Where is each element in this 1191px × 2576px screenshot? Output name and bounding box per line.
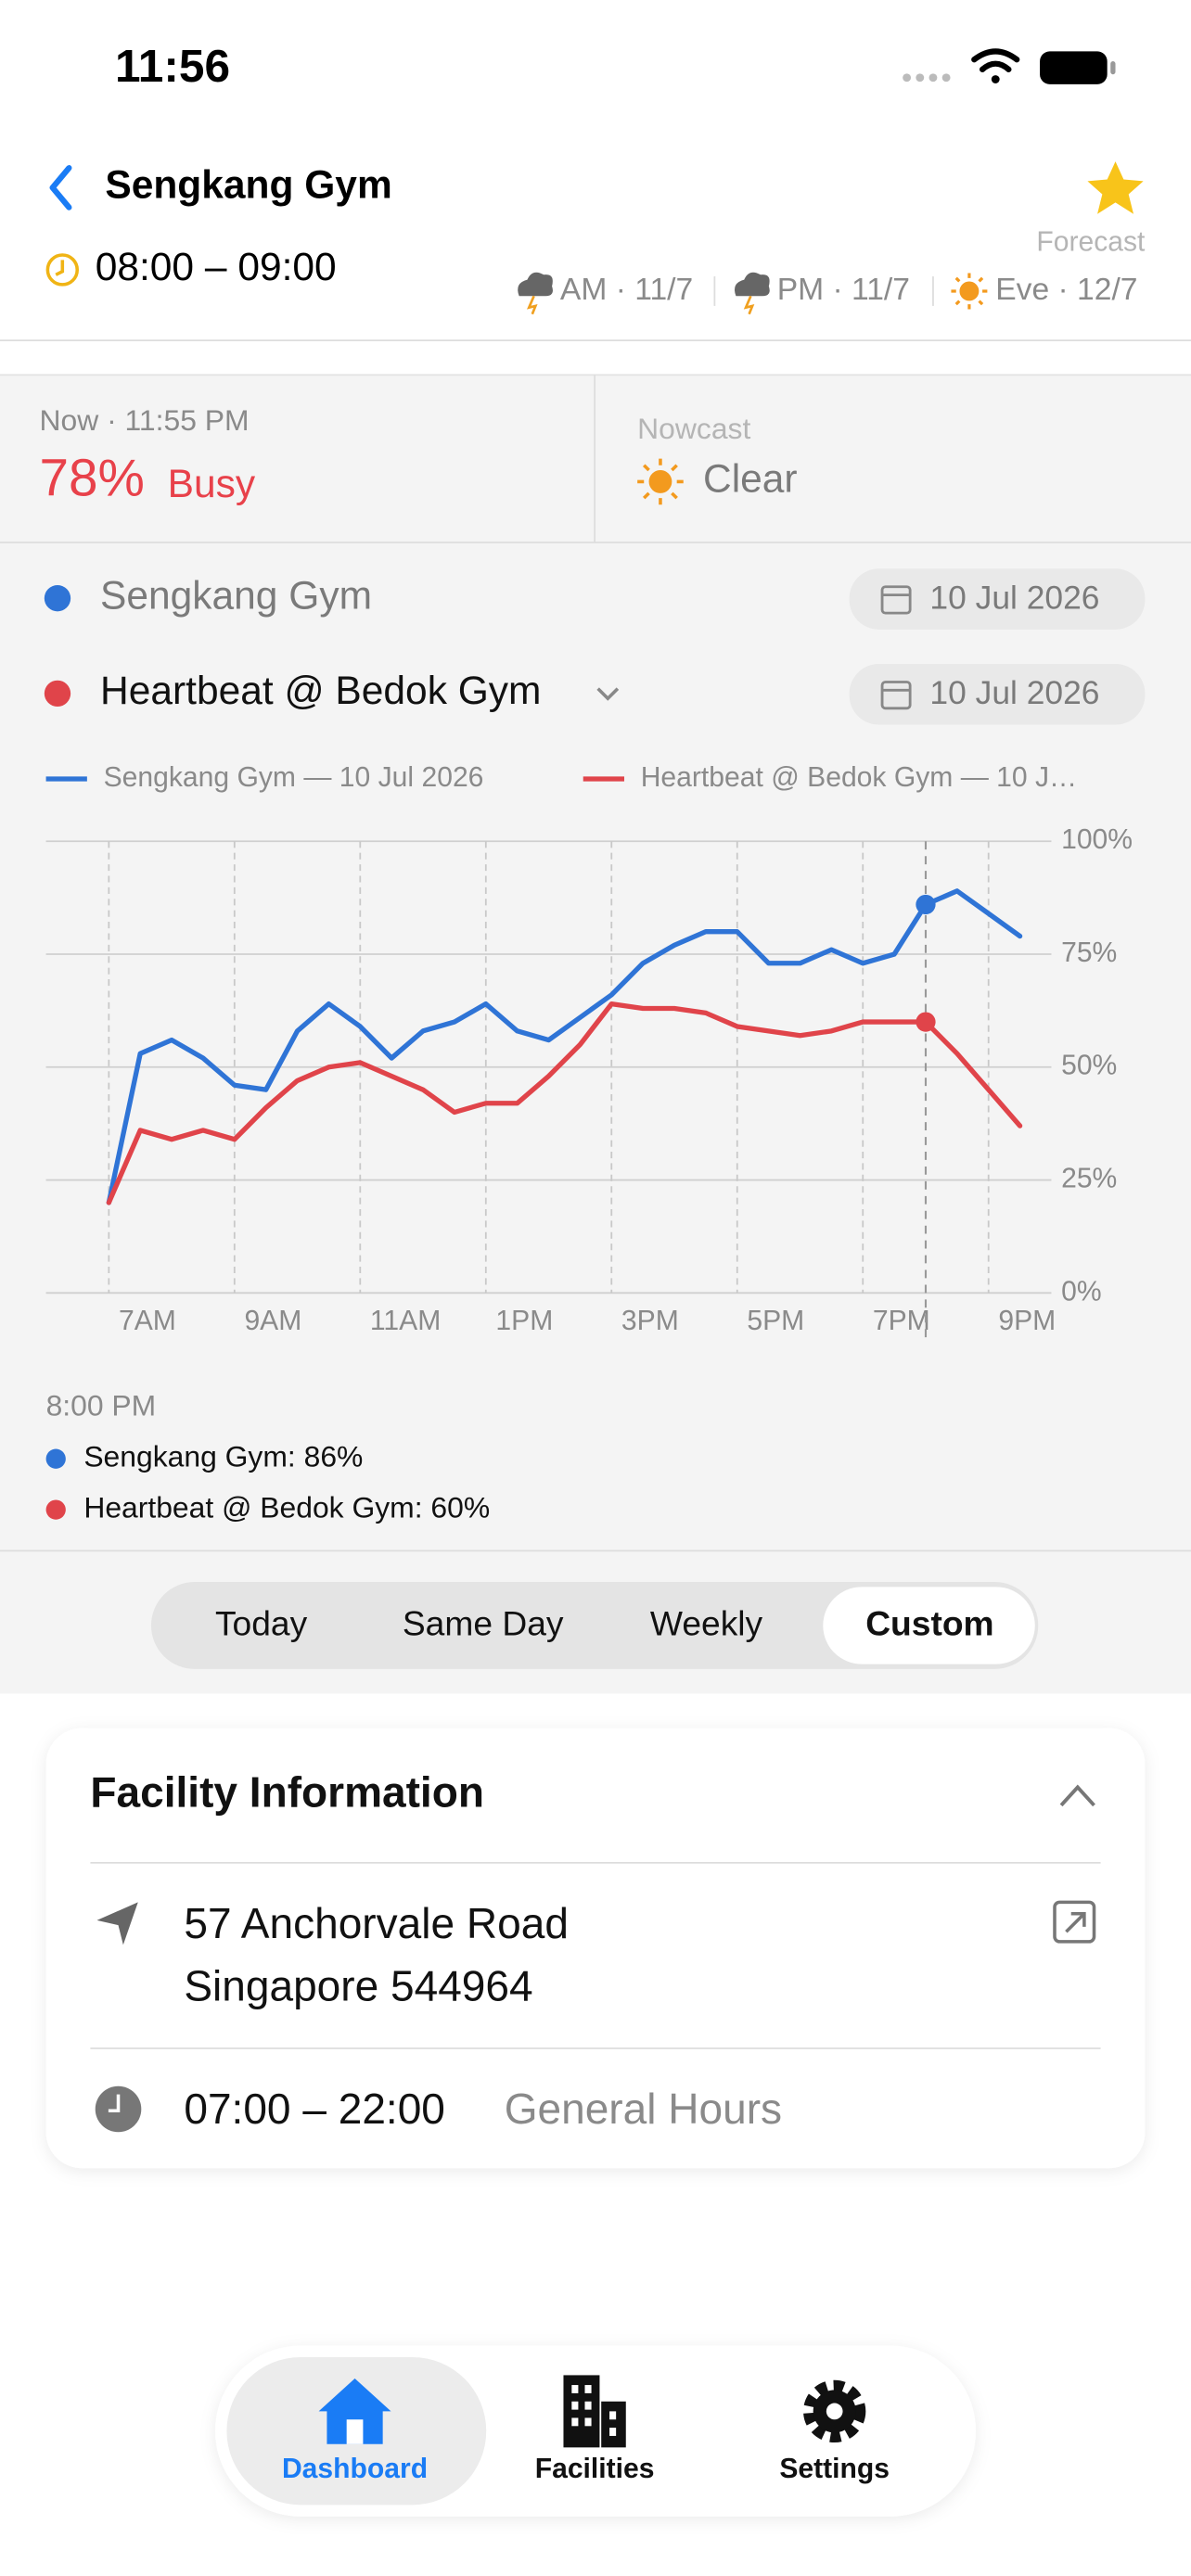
- y-tick-label: 100%: [1061, 824, 1133, 855]
- y-tick-label: 50%: [1061, 1051, 1117, 1081]
- legend-label: Sengkang Gym — 10 Jul 2026: [104, 762, 484, 793]
- address-line: 57 Anchorvale Road: [184, 1899, 569, 1947]
- tab-label[interactable]: Dashboard: [282, 2454, 428, 2484]
- wifi: [971, 48, 1020, 83]
- forecast-label: Forecast: [1036, 227, 1146, 258]
- tab-icon-gear: [803, 2379, 866, 2443]
- segmented-control: [150, 1582, 1039, 1669]
- tab-icon-building: [563, 2375, 626, 2448]
- opening-hours: 07:00 – 22:00: [184, 2085, 445, 2133]
- now-percent: 78%: [40, 449, 145, 507]
- now-label: Now · 11:55 PM: [40, 403, 250, 437]
- now-status: Busy: [168, 463, 256, 506]
- status-time: 11:56: [115, 40, 230, 92]
- forecast-item: PM · 11/7: [777, 273, 910, 307]
- date-picker[interactable]: 10 Jul 2026: [849, 568, 1146, 630]
- battery: [1040, 51, 1116, 84]
- forecast-icon: [518, 272, 553, 315]
- y-tick-label: 0%: [1061, 1276, 1102, 1307]
- session-hours: 08:00 – 09:00: [96, 246, 337, 289]
- collapse-chevron[interactable]: [1059, 1784, 1095, 1807]
- address-line: Singapore 544964: [184, 1961, 532, 2009]
- nowcast-icon: [637, 458, 684, 505]
- tooltip-item: Heartbeat @ Bedok Gym: 60%: [83, 1491, 490, 1524]
- y-tick-label: 75%: [1061, 937, 1117, 968]
- x-tick-label: 11AM: [370, 1306, 441, 1336]
- nowcast-label: Nowcast: [637, 412, 750, 445]
- favorite-star[interactable]: [1087, 161, 1144, 214]
- x-tick-label: 5PM: [747, 1306, 804, 1336]
- compare-date: 10 Jul 2026: [929, 674, 1099, 711]
- range-tab[interactable]: Weekly: [650, 1604, 763, 1643]
- chart: Sengkang Gym — 10 Jul 2026 Heartbeat @ Be…: [45, 762, 1133, 1524]
- series-dot: [44, 584, 71, 612]
- tab-label[interactable]: Facilities: [535, 2454, 655, 2484]
- location-icon: [96, 1902, 138, 1945]
- x-tick-label: 9PM: [998, 1306, 1056, 1336]
- info-card: [45, 1728, 1146, 2169]
- series-line: [106, 888, 1023, 1205]
- hours-label: General Hours: [505, 2085, 782, 2133]
- y-tick-label: 25%: [1061, 1164, 1117, 1194]
- dropdown-chevron[interactable]: [596, 687, 620, 701]
- forecast-item: AM · 11/7: [560, 273, 693, 307]
- selected-point: [916, 894, 936, 915]
- x-tick-label: 9AM: [244, 1306, 301, 1336]
- tooltip-item: Sengkang Gym: 86%: [83, 1440, 363, 1473]
- x-tick-label: 1PM: [495, 1306, 553, 1336]
- forecast-icon: [734, 272, 770, 315]
- range-tab[interactable]: Same Day: [403, 1604, 564, 1643]
- selected-segment: [823, 1587, 1035, 1664]
- back-button[interactable]: [49, 165, 72, 210]
- selected-point: [916, 1012, 936, 1032]
- date-picker[interactable]: 10 Jul 2026: [849, 664, 1146, 725]
- nowcast-condition: Clear: [703, 458, 798, 502]
- range-tab[interactable]: Custom: [865, 1604, 993, 1643]
- signal: [903, 73, 951, 83]
- x-tick-label: 7AM: [119, 1306, 176, 1336]
- session-clock: [45, 253, 80, 287]
- range-tab[interactable]: Today: [215, 1604, 308, 1643]
- x-tick-label: 3PM: [621, 1306, 679, 1336]
- open-map[interactable]: [1053, 1900, 1096, 1944]
- compare-facility: Sengkang Gym: [100, 574, 372, 618]
- tab-icon-home: [318, 2378, 391, 2444]
- forecast-icon: [951, 273, 988, 310]
- legend-label: Heartbeat @ Bedok Gym — 10 J…: [641, 762, 1077, 793]
- compare-facility[interactable]: Heartbeat @ Bedok Gym: [100, 670, 541, 713]
- tooltip-dot: [45, 1499, 66, 1520]
- card-title: Facility Information: [90, 1767, 484, 1816]
- hours-icon: [95, 2085, 142, 2133]
- series-dot: [44, 680, 71, 708]
- series-line: [106, 1001, 1023, 1205]
- tab-label[interactable]: Settings: [779, 2454, 890, 2484]
- tooltip-dot: [45, 1448, 66, 1469]
- x-tick-label: 7PM: [873, 1306, 930, 1336]
- facility-title: Sengkang Gym: [105, 164, 391, 208]
- tooltip-title: 8:00 PM: [46, 1389, 157, 1422]
- forecast-item: Eve · 12/7: [995, 273, 1137, 307]
- compare-date: 10 Jul 2026: [929, 579, 1099, 616]
